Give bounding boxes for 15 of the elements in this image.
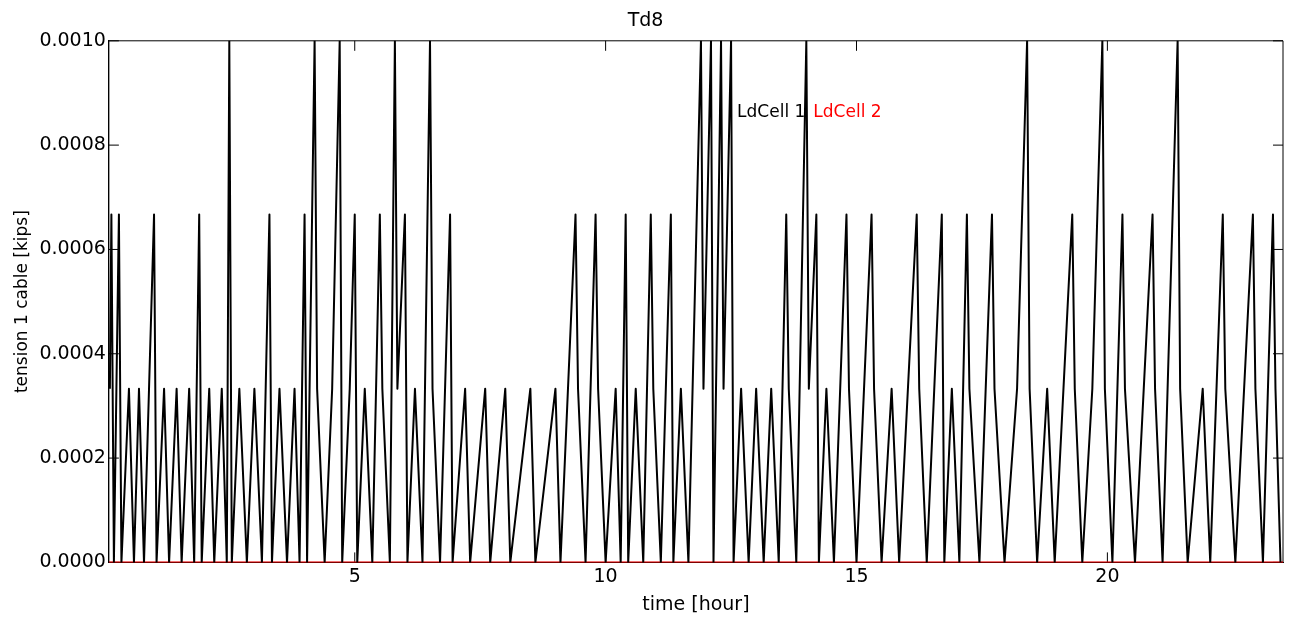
y-tick-label: 0.0006: [39, 236, 106, 259]
y-tick-label: 0.0008: [39, 132, 106, 155]
y-tick-label: 0.0010: [39, 27, 106, 50]
y-tick-label: 0.0004: [39, 340, 106, 363]
y-axis-title: tension 1 cable [kips]: [10, 210, 31, 394]
chart-title: Td8: [626, 8, 664, 31]
x-tick-label: 20: [1095, 563, 1120, 586]
x-tick-label: 10: [593, 563, 618, 586]
x-axis-title: time [hour]: [642, 591, 750, 614]
x-tick-label: 15: [844, 563, 869, 586]
y-tick-label: 0.0000: [39, 549, 106, 572]
text: LdCell 2: [813, 101, 882, 122]
x-tick-label: 5: [348, 563, 361, 586]
series-label: LdCell 1: [737, 101, 806, 122]
y-tick-label: 0.0002: [39, 445, 106, 468]
